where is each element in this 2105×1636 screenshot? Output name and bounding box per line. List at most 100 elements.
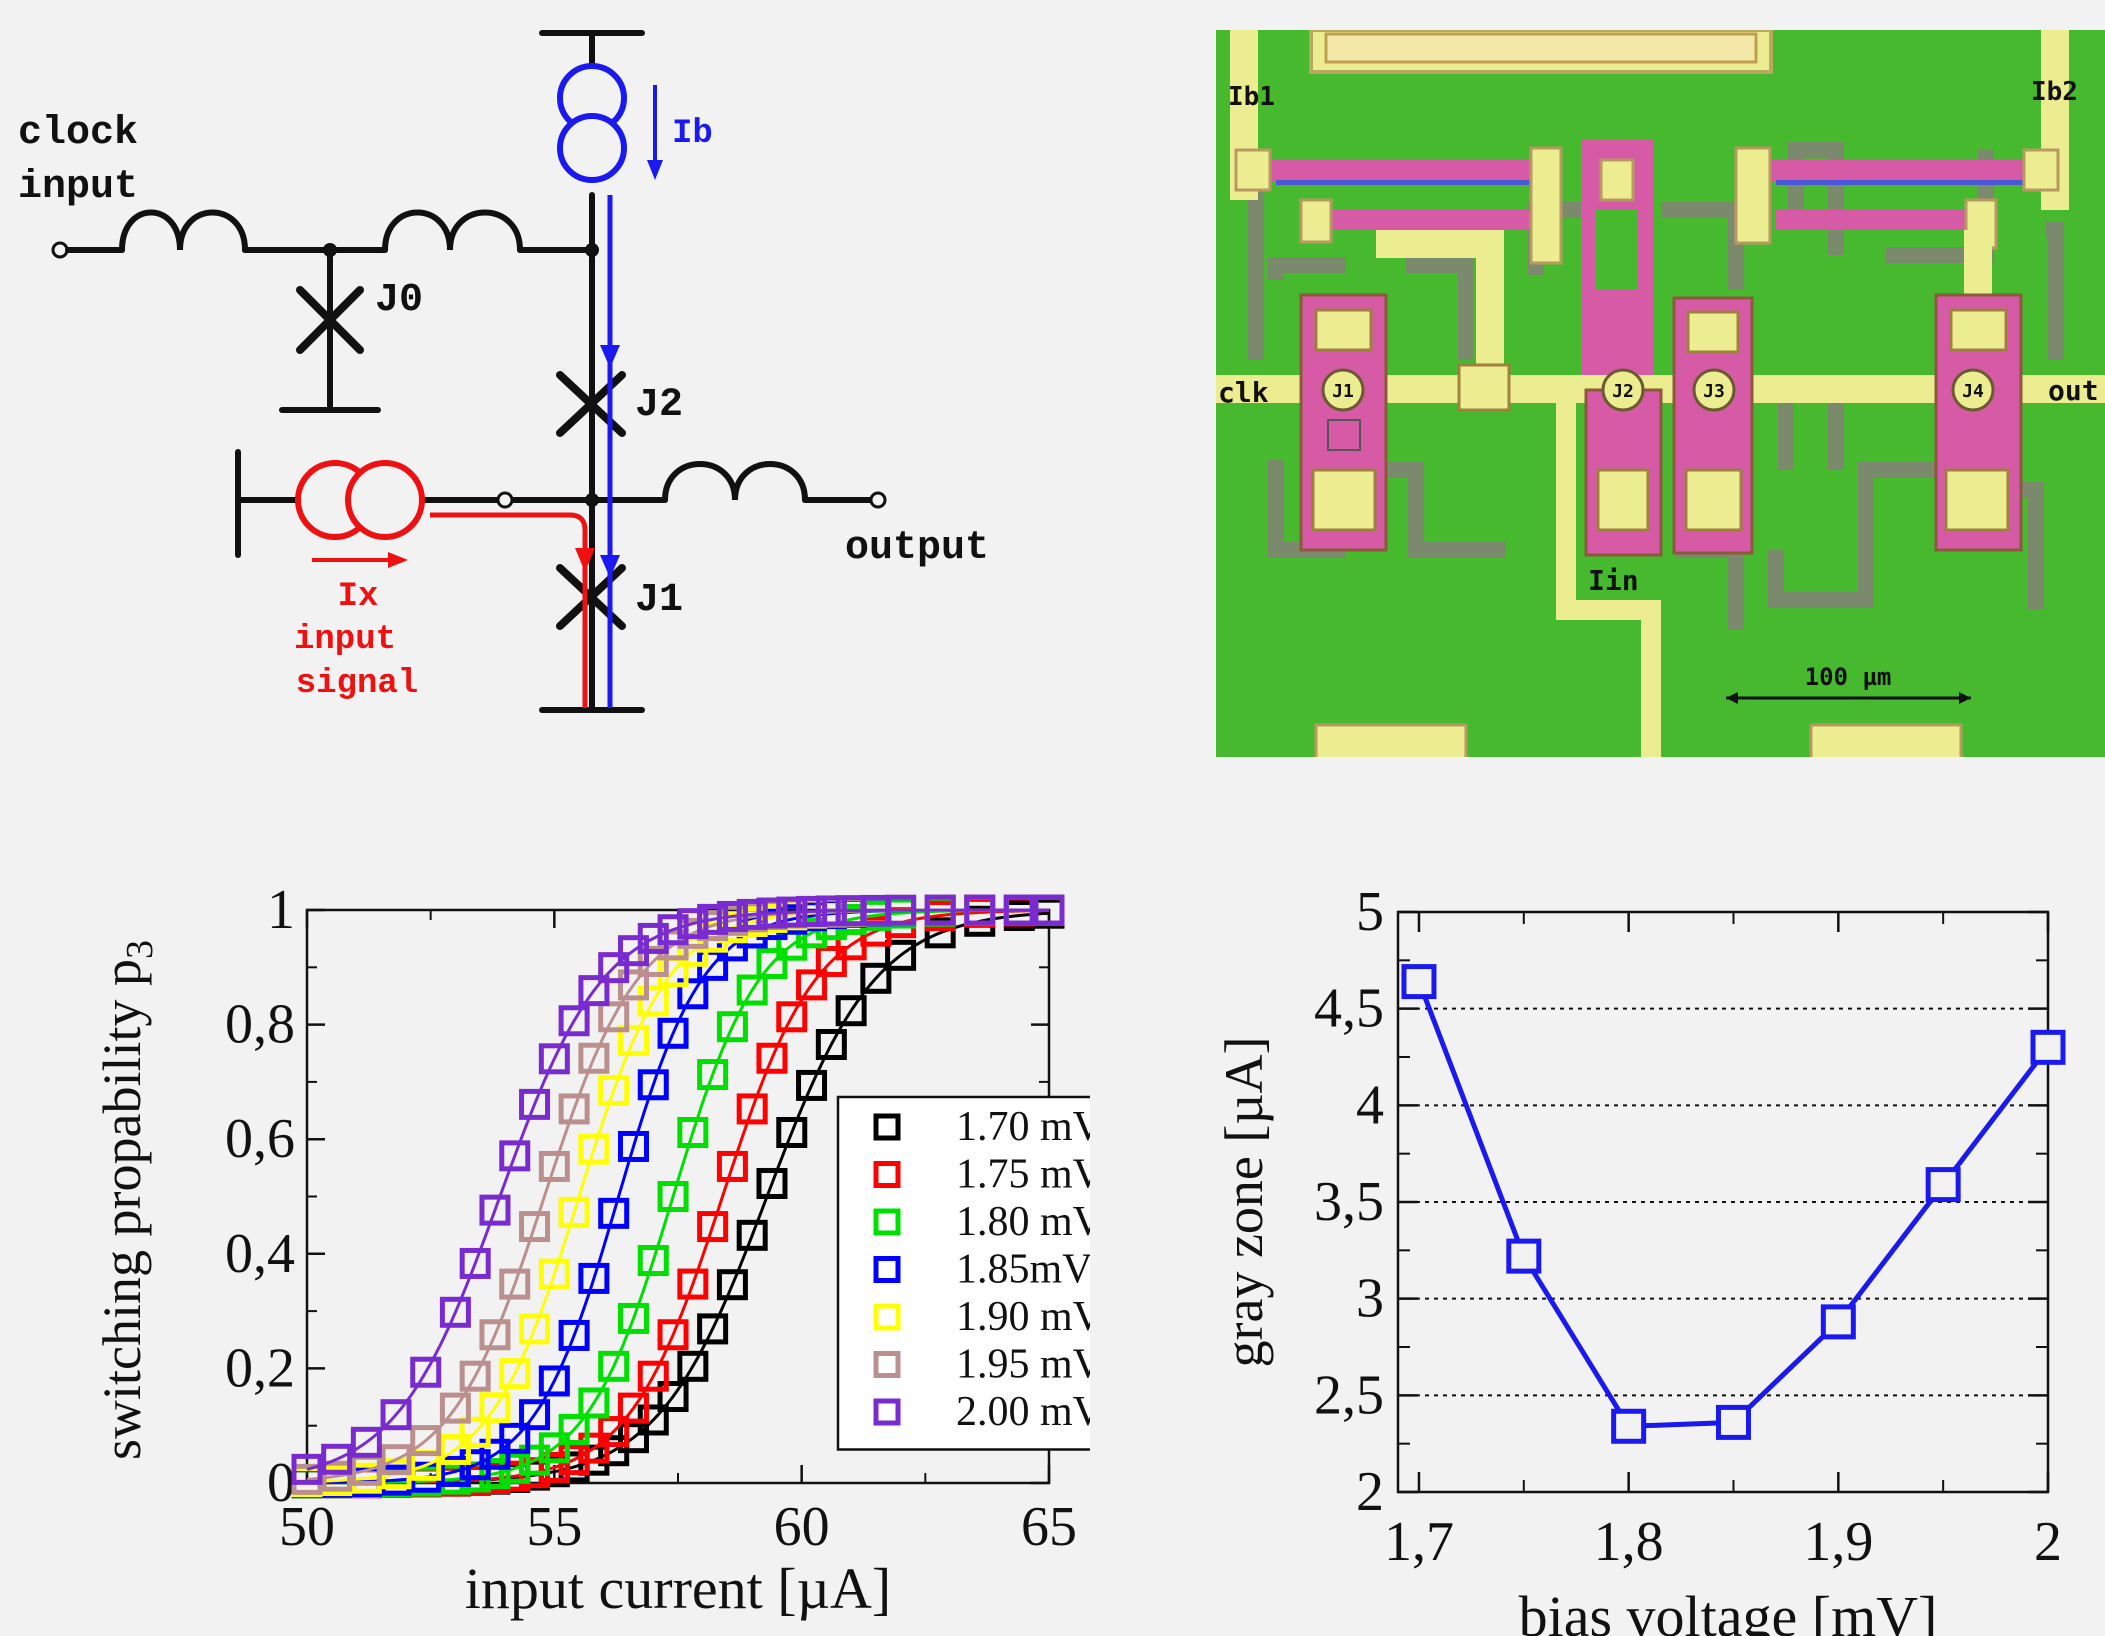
via-pad bbox=[1299, 198, 1333, 244]
legend-marker bbox=[873, 1398, 901, 1426]
data-point bbox=[578, 1042, 610, 1074]
output-terminal bbox=[869, 491, 887, 509]
x-tick-label: 60 bbox=[774, 1496, 830, 1558]
data-point bbox=[776, 1001, 808, 1033]
data-point bbox=[657, 914, 689, 946]
arrow-icon bbox=[600, 555, 620, 578]
data-point bbox=[479, 1194, 511, 1226]
legend-label: 1.70 mV bbox=[956, 1104, 1090, 1150]
trace bbox=[1376, 230, 1504, 258]
data-point bbox=[499, 1358, 531, 1390]
data-point bbox=[756, 948, 788, 980]
data-point bbox=[1033, 894, 1065, 926]
label-clk: clk bbox=[1218, 376, 1269, 409]
data-point bbox=[756, 1167, 788, 1199]
arrow-icon bbox=[600, 345, 620, 368]
contact-pad bbox=[1324, 32, 1758, 64]
via-pad bbox=[1734, 146, 1772, 245]
y-axis-label-sub: 3 bbox=[119, 940, 161, 959]
junction-cell-j2 bbox=[1584, 368, 1663, 557]
data-point bbox=[410, 1356, 442, 1388]
data-point bbox=[479, 1438, 511, 1470]
data-point bbox=[479, 1319, 511, 1351]
data-point bbox=[657, 1319, 689, 1351]
data-point bbox=[677, 908, 709, 940]
junction-cell-j1 bbox=[1299, 293, 1388, 552]
legend-marker bbox=[873, 1303, 901, 1331]
label-ib1: Ib1 bbox=[1228, 82, 1275, 112]
data-point bbox=[598, 952, 630, 984]
data-point bbox=[637, 922, 669, 954]
data-point bbox=[499, 1422, 531, 1454]
data-point bbox=[815, 895, 847, 927]
y-axis-label-main: switching propability p bbox=[92, 959, 152, 1460]
data-point bbox=[578, 1432, 610, 1464]
data-point bbox=[637, 985, 669, 1017]
y-tick-label: 0,4 bbox=[225, 1223, 295, 1285]
junction-cell-j3 bbox=[1672, 296, 1754, 555]
data-point bbox=[2030, 1029, 2066, 1065]
data-point bbox=[538, 1365, 570, 1397]
data-point bbox=[736, 974, 768, 1006]
data-point bbox=[538, 1043, 570, 1075]
junction-dot bbox=[585, 493, 599, 507]
label-iin: Iin bbox=[1588, 564, 1639, 597]
data-point bbox=[796, 969, 828, 1001]
scale-label: 100 µm bbox=[1805, 663, 1892, 691]
data-point bbox=[1820, 1304, 1856, 1340]
data-point bbox=[924, 894, 956, 926]
data-point bbox=[716, 1269, 748, 1301]
legend-marker bbox=[873, 1161, 901, 1188]
data-point bbox=[677, 1350, 709, 1382]
data-point bbox=[924, 917, 956, 949]
data-point bbox=[815, 945, 847, 977]
data-point bbox=[1506, 1238, 1542, 1274]
data-point bbox=[716, 900, 748, 932]
label-out: out bbox=[2048, 374, 2099, 407]
data-point bbox=[538, 1150, 570, 1182]
via-pad bbox=[1457, 363, 1511, 412]
x-tick-label: 1,8 bbox=[1594, 1511, 1664, 1573]
data-point bbox=[558, 1319, 590, 1351]
legend-label: 1.85mV bbox=[956, 1247, 1090, 1293]
data-point bbox=[736, 1093, 768, 1125]
data-point bbox=[796, 895, 828, 927]
x-tick-label: 55 bbox=[526, 1496, 582, 1558]
x-tick-label: 1,9 bbox=[1803, 1511, 1873, 1573]
data-point bbox=[321, 1460, 353, 1492]
data-point bbox=[479, 1392, 511, 1424]
legend-label: 1.90 mV bbox=[956, 1294, 1090, 1340]
junction-j0 bbox=[296, 286, 364, 354]
data-point bbox=[617, 969, 649, 1001]
clock-label: input bbox=[18, 165, 138, 210]
data-point bbox=[835, 995, 867, 1027]
x-tick-label: 50 bbox=[279, 1496, 335, 1558]
data-point bbox=[697, 903, 729, 935]
via-pad bbox=[1529, 146, 1563, 265]
resistor-line bbox=[1776, 180, 2031, 185]
bias-resistor bbox=[1316, 210, 1536, 230]
data-point bbox=[598, 1350, 630, 1382]
data-point bbox=[657, 1181, 689, 1212]
y-tick-label: 0,8 bbox=[225, 994, 295, 1056]
signal-current-source bbox=[295, 460, 425, 540]
arrow-icon bbox=[647, 160, 663, 180]
label-ib2: Ib2 bbox=[2031, 77, 2078, 107]
data-point bbox=[885, 894, 917, 926]
y-tick-label: 0 bbox=[267, 1452, 295, 1514]
clock-label: clock bbox=[18, 111, 138, 156]
output-label: output bbox=[845, 526, 989, 571]
resistor-line bbox=[1276, 180, 1536, 185]
data-point bbox=[617, 1130, 649, 1162]
bias-current-source bbox=[557, 63, 627, 183]
y-tick-label: 1 bbox=[267, 879, 295, 941]
legend-marker bbox=[873, 1113, 901, 1141]
junction-dot bbox=[323, 243, 337, 257]
legend-label: 2.00 mV bbox=[956, 1389, 1090, 1435]
data-point bbox=[598, 1074, 630, 1106]
ix-label: Ix bbox=[338, 578, 379, 616]
trace bbox=[1596, 210, 1638, 290]
data-point bbox=[617, 1392, 649, 1424]
y-tick-label: 2 bbox=[1356, 1461, 1384, 1523]
data-point bbox=[697, 1211, 729, 1243]
